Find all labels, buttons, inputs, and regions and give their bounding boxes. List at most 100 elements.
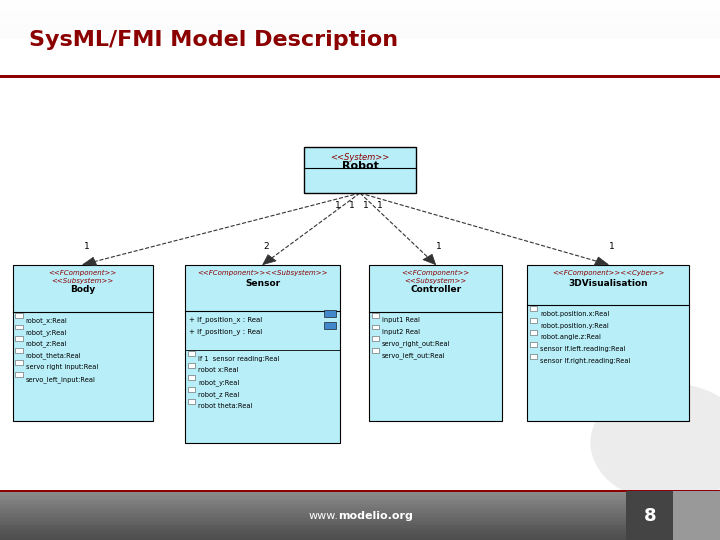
Bar: [189, 387, 196, 392]
Polygon shape: [594, 257, 608, 265]
Bar: [0, 122, 720, 135]
Text: <<FComponent>><<Subsystem>>: <<FComponent>><<Subsystem>>: [197, 270, 328, 276]
Bar: [530, 342, 537, 347]
Bar: [0, 528, 626, 530]
Bar: [186, 265, 341, 443]
Bar: [189, 351, 196, 356]
Text: servo_right_out:Real: servo_right_out:Real: [382, 341, 451, 348]
Bar: [0, 429, 720, 442]
Bar: [0, 171, 720, 184]
Text: www.: www.: [308, 511, 338, 521]
Bar: [0, 232, 720, 246]
Bar: [0, 38, 720, 491]
Text: sensor lf.left.reading:Real: sensor lf.left.reading:Real: [540, 346, 626, 353]
Bar: [0, 48, 720, 62]
Bar: [0, 159, 720, 172]
Bar: [324, 322, 336, 329]
Bar: [16, 325, 23, 329]
Bar: [0, 245, 720, 258]
Text: servo_left_out:Real: servo_left_out:Real: [382, 353, 446, 360]
Text: 1: 1: [335, 201, 341, 210]
Bar: [0, 75, 720, 78]
Bar: [0, 494, 626, 496]
Text: 1: 1: [84, 242, 89, 251]
Bar: [0, 518, 626, 521]
Text: robot_y:Real: robot_y:Real: [26, 329, 67, 335]
Bar: [0, 330, 720, 344]
Text: robot_z Real: robot_z Real: [199, 391, 240, 398]
Bar: [0, 511, 626, 513]
Text: <<FComponent>>: <<FComponent>>: [402, 270, 469, 276]
Text: + If_position_y : Real: + If_position_y : Real: [189, 328, 262, 335]
Text: robot.angle.z:Real: robot.angle.z:Real: [540, 334, 601, 341]
Bar: [0, 516, 626, 518]
Bar: [0, 109, 720, 123]
Text: robot x:Real: robot x:Real: [199, 367, 239, 374]
Bar: [673, 491, 720, 540]
Bar: [0, 281, 720, 295]
Bar: [0, 465, 720, 479]
Text: robot_y:Real: robot_y:Real: [199, 379, 240, 386]
Text: robot.position.y:Real: robot.position.y:Real: [540, 322, 609, 329]
Text: <<System>>: <<System>>: [330, 152, 390, 161]
Text: SysML/FMI Model Description: SysML/FMI Model Description: [29, 30, 398, 51]
Bar: [372, 348, 379, 353]
Bar: [0, 496, 626, 499]
Bar: [0, 513, 626, 516]
Text: 1: 1: [436, 242, 442, 251]
Text: input2 Real: input2 Real: [382, 329, 420, 335]
Bar: [0, 355, 720, 368]
Bar: [304, 147, 416, 193]
Bar: [0, 60, 720, 74]
Text: 8: 8: [644, 507, 657, 525]
Bar: [16, 336, 23, 341]
Text: <<Subsystem>>: <<Subsystem>>: [405, 278, 467, 284]
Polygon shape: [263, 255, 276, 265]
Text: robot.position.x:Real: robot.position.x:Real: [540, 310, 610, 317]
Bar: [369, 265, 503, 421]
Text: robot_theta:Real: robot_theta:Real: [26, 353, 81, 360]
Text: robot_x:Real: robot_x:Real: [26, 317, 67, 323]
Bar: [0, 306, 720, 320]
Bar: [0, 499, 626, 501]
Text: <<FComponent>><<Cyber>>: <<FComponent>><<Cyber>>: [552, 270, 665, 276]
Bar: [0, 146, 720, 160]
Text: 1: 1: [363, 201, 369, 210]
Bar: [0, 134, 720, 147]
Bar: [0, 367, 720, 381]
Text: 2: 2: [264, 242, 269, 251]
Text: Controller: Controller: [410, 285, 462, 294]
Bar: [530, 318, 537, 323]
Bar: [0, 532, 626, 535]
Bar: [0, 530, 626, 532]
Bar: [0, 392, 720, 406]
Bar: [324, 310, 336, 318]
Bar: [0, 521, 626, 523]
Bar: [0, 269, 720, 282]
Bar: [0, 183, 720, 197]
Text: If 1  sensor reading:Real: If 1 sensor reading:Real: [199, 355, 280, 362]
Bar: [0, 11, 720, 25]
Bar: [0, 380, 720, 393]
Bar: [0, 85, 720, 98]
Bar: [0, 294, 720, 307]
Bar: [189, 399, 196, 403]
Text: Robot: Robot: [341, 161, 379, 171]
Bar: [0, 503, 626, 506]
Bar: [0, 343, 720, 356]
Bar: [13, 265, 153, 421]
Bar: [0, 318, 720, 332]
Bar: [16, 313, 23, 318]
Text: <<Subsystem>>: <<Subsystem>>: [52, 278, 114, 284]
Text: 1: 1: [349, 201, 355, 210]
Bar: [0, 523, 626, 525]
Bar: [0, 509, 626, 511]
Bar: [372, 325, 379, 329]
Bar: [0, 491, 626, 494]
Bar: [372, 313, 379, 318]
Bar: [0, 207, 720, 221]
Text: Sensor: Sensor: [246, 279, 280, 288]
Text: sensor lf.right.reading:Real: sensor lf.right.reading:Real: [540, 358, 631, 365]
Text: modelio.org: modelio.org: [338, 511, 413, 521]
Bar: [0, 538, 626, 540]
